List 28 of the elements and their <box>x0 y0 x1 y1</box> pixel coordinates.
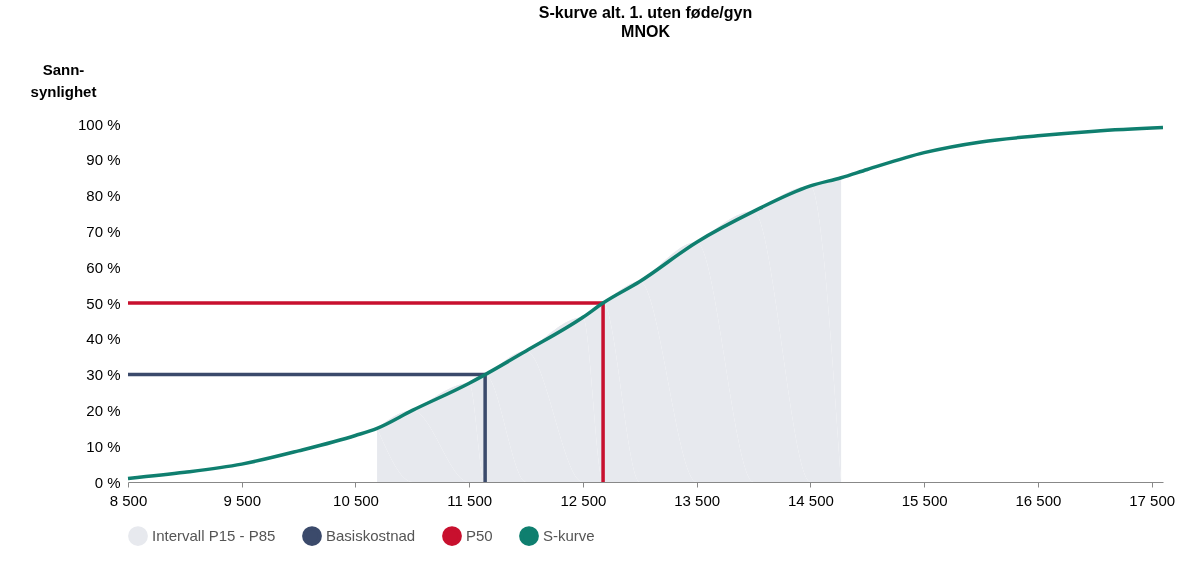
y-tick-label: 70 % <box>86 222 121 240</box>
x-tick-label: 9 500 <box>223 491 262 509</box>
x-tick-label: 11 500 <box>447 491 493 509</box>
x-tick-label: 13 500 <box>674 491 721 509</box>
legend-label: Intervall P15 - P85 <box>152 527 276 545</box>
y-tick-label: 30 % <box>86 366 121 384</box>
x-tick-label: 8 500 <box>109 491 148 509</box>
x-tick-label: 16 500 <box>1015 491 1062 509</box>
y-tick-label: 60 % <box>86 258 121 276</box>
y-tick-label: 50 % <box>86 294 121 312</box>
y-tick-label: 0 % <box>94 473 121 491</box>
x-tick-label: 15 500 <box>901 491 948 509</box>
chart-title: S-kurve alt. 1. uten føde/gyn <box>538 4 753 21</box>
x-tick-label: 17 500 <box>1129 491 1176 509</box>
y-tick-label: 20 % <box>86 401 121 419</box>
y-tick-label: 100 % <box>77 115 121 133</box>
chart-subtitle: MNOK <box>621 23 671 40</box>
legend-label: Basiskostnad <box>326 527 416 545</box>
y-axis-title: Sann- synlighet <box>30 60 97 100</box>
y-tick-label: 10 % <box>86 437 121 455</box>
y-tick-label: 90 % <box>86 151 121 169</box>
x-tick-label: 12 500 <box>560 491 607 509</box>
legend-label: P50 <box>466 527 493 545</box>
legend-label: S-kurve <box>543 527 595 545</box>
y-tick-label: 40 % <box>86 330 121 348</box>
x-tick-label: 10 500 <box>333 491 379 509</box>
y-tick-label: 80 % <box>86 187 121 205</box>
x-tick-label: 14 500 <box>787 491 834 509</box>
